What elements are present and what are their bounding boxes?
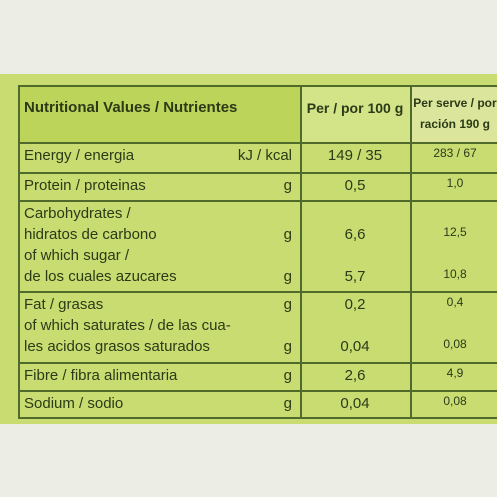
rule [300, 85, 302, 417]
rule [18, 172, 497, 174]
rule [18, 85, 497, 87]
rule [410, 85, 412, 417]
unit: g [283, 338, 292, 355]
header-text: Per / por 100 g [306, 100, 404, 116]
rule [18, 200, 497, 202]
nutrient-name: Energy / energia [24, 147, 135, 164]
value-per-serve: 1,0 [446, 176, 464, 190]
unit: g [283, 296, 292, 313]
rule [18, 85, 20, 417]
value-per-100g: 0,5 [344, 177, 366, 194]
value-per-serve: 10,8 [443, 267, 467, 281]
value-per-100g: 0,2 [344, 296, 366, 313]
nutrient-name: Sodium / sodio [24, 395, 124, 412]
header-cell [410, 85, 497, 142]
value-per-serve: 0,08 [443, 394, 467, 408]
nutrient-name: of which saturates / de las cua- [24, 317, 231, 334]
nutrient-name: Fibre / fibra alimentaria [24, 367, 178, 384]
value-per-serve: 283 / 67 [433, 146, 477, 160]
unit: g [283, 395, 292, 412]
rule [18, 362, 497, 364]
unit: kJ / kcal [237, 147, 292, 164]
unit: g [283, 226, 292, 243]
rule [18, 142, 497, 144]
nutrient-name: Protein / proteinas [24, 177, 146, 194]
value-per-100g: 6,6 [344, 226, 366, 243]
header-text: Per serve / por [413, 96, 497, 110]
value-per-serve: 0,08 [443, 337, 467, 351]
value-per-100g: 2,6 [344, 367, 366, 384]
unit: g [283, 177, 292, 194]
value-per-serve: 12,5 [443, 225, 467, 239]
value-per-100g: 0,04 [340, 338, 370, 355]
value-per-serve: 0,4 [446, 295, 464, 309]
nutrient-name: les acidos grasos saturados [24, 338, 210, 355]
header-cell [18, 85, 300, 142]
header-cell [300, 85, 410, 142]
unit: g [283, 268, 292, 285]
header-text: Nutritional Values / Nutrientes [24, 99, 238, 116]
rule [18, 417, 497, 419]
value-per-100g: 5,7 [344, 268, 366, 285]
nutrient-name: Fat / grasas [24, 296, 104, 313]
nutrient-name: hidratos de carbono [24, 226, 157, 243]
header-text: ración 190 g [419, 117, 491, 131]
nutrient-name: Carbohydrates / [24, 205, 131, 222]
rule [18, 291, 497, 293]
rule [18, 390, 497, 392]
value-per-100g: 0,04 [340, 395, 370, 412]
value-per-serve: 4,9 [446, 366, 464, 380]
unit: g [283, 367, 292, 384]
nutrient-name: of which sugar / [24, 247, 130, 264]
nutrient-name: de los cuales azucares [24, 268, 177, 285]
value-per-100g: 149 / 35 [327, 147, 383, 164]
